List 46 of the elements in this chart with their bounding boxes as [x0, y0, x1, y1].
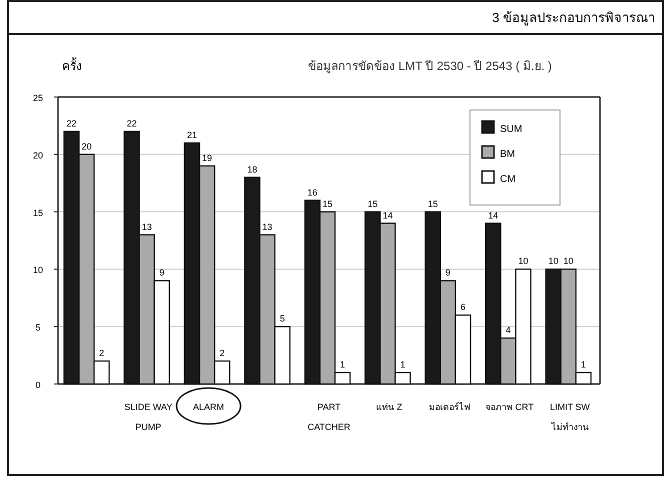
legend-label: SUM [500, 124, 522, 135]
x-tick-label: ALARM [193, 402, 224, 412]
y-tick-label: 5 [35, 322, 41, 333]
y-axis-title: ครั้ง [62, 57, 82, 73]
data-label: 10 [563, 256, 574, 266]
data-label: 15 [368, 198, 378, 209]
x-tick-label: แท่น Z [376, 402, 403, 412]
y-tick-label: 0 [35, 380, 41, 390]
data-label: 4 [506, 325, 511, 336]
data-label: 5 [280, 314, 285, 324]
data-label: 20 [82, 141, 92, 152]
data-label: 10 [518, 256, 528, 266]
data-label: 1 [340, 360, 346, 370]
data-label: 1 [580, 360, 586, 370]
data-label: 10 [548, 256, 558, 266]
data-label: 13 [142, 222, 152, 232]
data-label: 13 [262, 222, 272, 232]
data-label: 15 [428, 198, 438, 209]
data-label: 14 [488, 210, 498, 220]
y-tick-label: 10 [32, 265, 44, 276]
x-tick-label: LIMIT SW ไม่ทำงาน [550, 402, 590, 432]
data-label: 2 [220, 348, 225, 358]
x-tick-label: PART CATCHER [308, 402, 351, 432]
data-label: 22 [66, 118, 77, 128]
text: 3 ข้อมูลประกอบการพิจารณา [492, 10, 655, 26]
data-label: 1 [400, 360, 406, 370]
x-tick-label: มอเตอร์ไฟ [428, 401, 470, 412]
data-label: 9 [445, 268, 450, 278]
data-label: 2 [99, 348, 104, 358]
x-tick-label: จอภาพ CRT [486, 402, 534, 412]
data-label: 22 [126, 118, 137, 128]
y-tick-label: 15 [32, 208, 44, 218]
y-tick-label: 25 [32, 93, 44, 103]
y-tick-label: 20 [32, 150, 44, 160]
data-label: 21 [186, 130, 197, 140]
data-label: 9 [159, 268, 164, 278]
data-label: 6 [460, 302, 466, 312]
data-label: 19 [202, 152, 212, 163]
legend-label: BM [500, 149, 515, 160]
data-label: 16 [307, 187, 318, 198]
data-label: 18 [247, 164, 258, 174]
data-label: 14 [382, 210, 393, 220]
x-tick-label: SLIDE WAY PUMP [124, 402, 172, 432]
chart-title: ข้อมูลการขัดข้อง LMT ปี 2530 - ปี 2543 ( มิ.ย. ) [308, 59, 552, 74]
data-label: 15 [322, 198, 332, 209]
legend-label: CM [500, 174, 516, 185]
